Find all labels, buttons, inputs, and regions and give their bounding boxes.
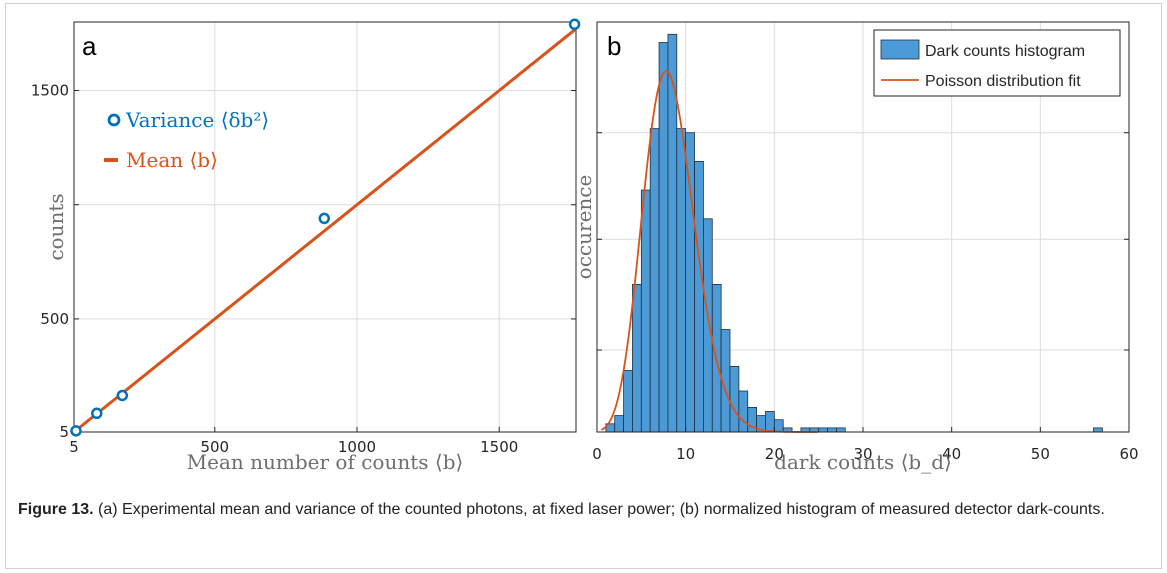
panel-b-bar: [818, 427, 828, 433]
panel-b-bar: [738, 390, 749, 433]
panel-a-ytick-label: 5: [59, 423, 69, 441]
panel-b-bar: [1093, 427, 1103, 433]
panel-a-variance-point: [318, 212, 331, 225]
panel-b-legend: Dark counts histogram Poisson distributio…: [873, 29, 1121, 97]
panel-b-bar: [640, 189, 651, 433]
panel-b-bar: [676, 128, 687, 433]
panel-a-xtick-label: 1500: [480, 438, 518, 456]
panel-b-bar: [685, 132, 695, 433]
panel-a-ylabel: counts: [44, 193, 68, 260]
panel-a-variance-point: [568, 18, 581, 31]
panel-b-xtick-label: 60: [1119, 445, 1138, 463]
panel-a-variance-point: [116, 389, 129, 402]
panel-b-bar: [836, 427, 846, 433]
legend-variance-marker: [107, 113, 121, 127]
figure-caption: Figure 13. (a) Experimental mean and var…: [18, 498, 1138, 521]
panel-b-bar: [623, 370, 633, 433]
legend-poisson-label: Poisson distribution fit: [925, 73, 1081, 90]
panel-b-bar: [765, 411, 775, 433]
panel-a-variance-point: [70, 425, 82, 437]
panel-b-xtick-label: 40: [942, 445, 961, 463]
panel-b-xtick-label: 10: [676, 445, 695, 463]
panel-b-ylabel: occurence: [572, 175, 596, 280]
panel-b-bar: [632, 283, 642, 433]
panel-b-bar: [827, 427, 837, 433]
panel-a-ytick-label: 500: [40, 310, 69, 328]
figure-frame: [5, 3, 1162, 569]
panel-b-bar: [694, 160, 704, 433]
legend-histogram-label: Dark counts histogram: [925, 43, 1085, 60]
panel-a-variance-point: [91, 407, 103, 420]
legend-mean-label: Mean ⟨b⟩: [126, 148, 218, 172]
caption-text: (a) Experimental mean and variance of th…: [93, 501, 1105, 518]
panel-a-mean-line: [73, 27, 577, 434]
panel-a-ytick-label: 1500: [31, 82, 69, 100]
legend-variance-label: Variance ⟨δb²⟩: [125, 108, 269, 132]
legend-histogram-swatch: [880, 39, 920, 60]
panel-b-bar: [614, 415, 625, 433]
panel-b-xtick-label: 20: [765, 445, 784, 463]
panel-a-label: a: [82, 31, 97, 61]
panel-b-bar: [649, 128, 660, 433]
panel-b-xlabel: dark counts ⟨b_d⟩: [774, 450, 952, 474]
panel-b-bar: [773, 419, 784, 433]
panel-a-xtick-label: 1000: [338, 438, 376, 456]
panel-b-label: b: [607, 31, 621, 61]
panel-a-xtick-label: 5: [69, 438, 79, 456]
panel-b-xtick-label: 0: [592, 445, 602, 463]
panel-a-xtick-label: 500: [200, 438, 229, 456]
panel-b-bar: [658, 42, 669, 433]
panel-b-bar: [729, 365, 740, 433]
panel-b-xtick-label: 30: [853, 445, 872, 463]
panel-b-bar: [703, 218, 713, 433]
panel-b-xtick-label: 50: [1031, 445, 1050, 463]
panel-a-axes-box: [73, 21, 577, 433]
caption-label: Figure 13.: [18, 501, 94, 518]
panel-a-xlabel: Mean number of counts ⟨b⟩: [187, 450, 464, 474]
